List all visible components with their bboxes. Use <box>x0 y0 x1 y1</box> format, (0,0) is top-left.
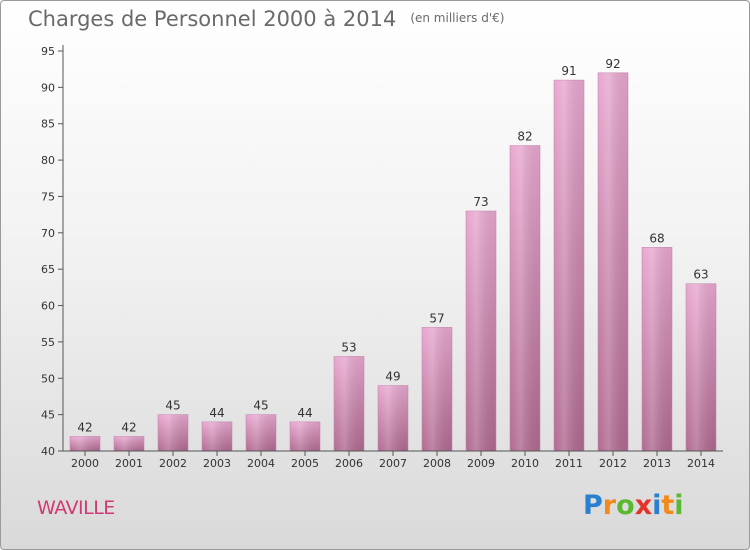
data-label: 44 <box>297 406 312 420</box>
y-tick-label: 95 <box>41 45 55 58</box>
x-tick-label: 2011 <box>555 457 583 470</box>
x-tick-label: 2014 <box>687 457 715 470</box>
bar-2011: 91 <box>553 64 585 452</box>
x-tick-label: 2013 <box>643 457 671 470</box>
bar-shine <box>510 145 540 451</box>
y-tick-label: 75 <box>41 190 55 203</box>
y-tick-label: 70 <box>41 227 55 240</box>
data-label: 44 <box>209 406 224 420</box>
bar-2007: 49 <box>377 370 409 452</box>
bar-shine <box>70 436 100 451</box>
data-label: 63 <box>693 268 708 282</box>
bar-shine <box>642 247 672 451</box>
logo-letter: o <box>616 490 635 521</box>
bar-2004: 45 <box>245 399 277 452</box>
data-label: 68 <box>649 231 664 245</box>
bar-2005: 44 <box>289 406 321 452</box>
commune-name: WAVILLE <box>37 497 115 519</box>
y-tick-label: 85 <box>41 118 55 131</box>
x-tick-label: 2007 <box>379 457 407 470</box>
y-tick-label: 80 <box>41 154 55 167</box>
bar-2000: 42 <box>69 420 101 452</box>
bar-shine <box>686 283 716 451</box>
bar-2001: 42 <box>113 420 145 452</box>
x-tick-label: 2004 <box>247 457 275 470</box>
data-label: 53 <box>341 340 356 354</box>
bar-shine <box>598 72 628 452</box>
data-label: 49 <box>385 370 400 384</box>
x-tick-label: 2006 <box>335 457 363 470</box>
x-tick-label: 2009 <box>467 457 495 470</box>
chart-title: Charges de Personnel 2000 à 2014 (en mill… <box>28 7 504 31</box>
data-label: 82 <box>517 130 532 144</box>
x-tick-label: 2005 <box>291 457 319 470</box>
bar-2006: 53 <box>333 340 365 452</box>
bars-group: 42 42 45 44 45 44 53 49 57 73 82 91 92 68 63 <box>69 57 717 452</box>
proxiti-logo: Proxiti <box>583 490 684 521</box>
chart-subtitle: (en milliers d'€) <box>410 11 505 25</box>
data-label: 42 <box>121 420 136 434</box>
y-tick-label: 65 <box>41 263 55 276</box>
x-tick-label: 2010 <box>511 457 539 470</box>
data-label: 57 <box>429 311 444 325</box>
data-label: 45 <box>253 399 268 413</box>
logo-letter: t <box>661 490 675 521</box>
bar-2009: 73 <box>465 195 497 452</box>
bar-2002: 45 <box>157 399 189 452</box>
bar-shine <box>290 421 320 451</box>
data-label: 45 <box>165 399 180 413</box>
chart-title-text: Charges de Personnel 2000 à 2014 <box>28 7 397 31</box>
logo-letter: r <box>602 490 617 521</box>
logo-letter: i <box>674 490 684 521</box>
x-tick-label: 2002 <box>159 457 187 470</box>
logo-letter: P <box>583 490 603 521</box>
x-tick-label: 2000 <box>71 457 99 470</box>
bar-2013: 68 <box>641 231 673 452</box>
axes-group: 2000 2001 2002 2003 2004 2005 2006 2007 2008 2009… <box>41 45 723 470</box>
bar-shine <box>114 436 144 451</box>
y-tick-label: 60 <box>41 300 55 313</box>
logo-letter: i <box>652 490 662 521</box>
bar-shine <box>554 80 584 451</box>
bar-shine <box>246 414 276 451</box>
y-tick-label: 55 <box>41 336 55 349</box>
x-tick-label: 2008 <box>423 457 451 470</box>
x-tick-label: 2012 <box>599 457 627 470</box>
data-label: 92 <box>605 57 620 71</box>
bar-shine <box>466 211 496 451</box>
y-tick-label: 40 <box>41 445 55 458</box>
bar-2012: 92 <box>597 57 629 452</box>
data-label: 42 <box>77 420 92 434</box>
bar-shine <box>334 356 364 451</box>
bar-2003: 44 <box>201 406 233 452</box>
bar-2010: 82 <box>509 130 541 452</box>
bar-2008: 57 <box>421 311 453 452</box>
bar-2014: 63 <box>685 268 717 452</box>
y-tick-label: 45 <box>41 409 55 422</box>
x-tick-label: 2003 <box>203 457 231 470</box>
bar-shine <box>422 327 452 451</box>
bar-shine <box>378 385 408 451</box>
y-tick-label: 50 <box>41 372 55 385</box>
x-tick-label: 2001 <box>115 457 143 470</box>
data-label: 73 <box>473 195 488 209</box>
logo-letter: x <box>634 490 653 521</box>
y-tick-label: 90 <box>41 81 55 94</box>
data-label: 91 <box>561 64 576 78</box>
bar-shine <box>202 421 232 451</box>
bar-shine <box>158 414 188 451</box>
